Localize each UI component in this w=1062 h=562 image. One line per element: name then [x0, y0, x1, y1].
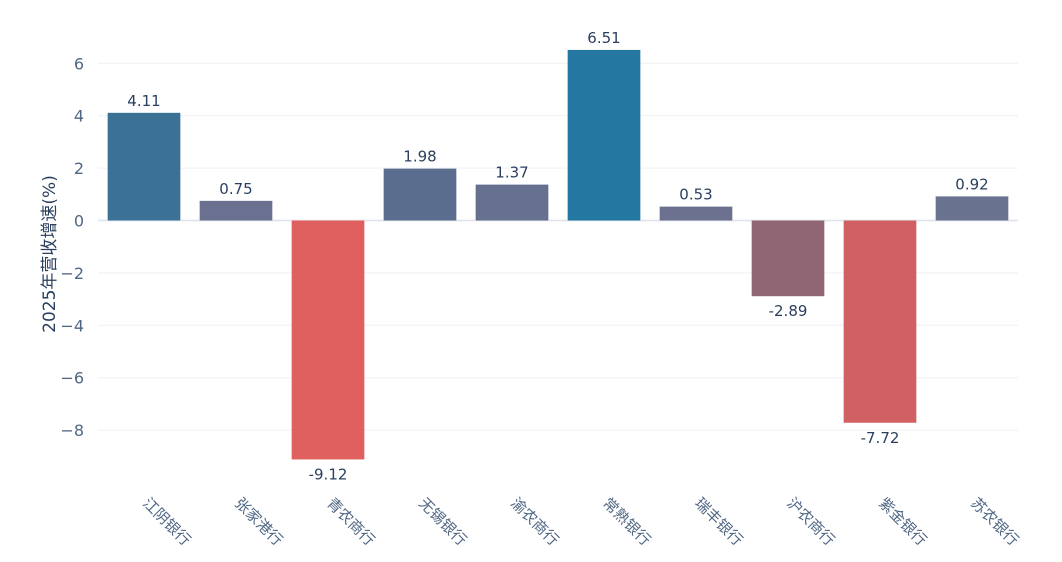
data-label: 1.98 — [403, 148, 436, 166]
bar-6[interactable] — [567, 49, 641, 221]
y-tick-label: −8 — [60, 421, 84, 440]
bar-7[interactable] — [659, 206, 733, 221]
y-tick-label: 0 — [74, 212, 84, 231]
data-label: 0.92 — [955, 175, 988, 193]
y-tick-label: 4 — [74, 107, 84, 126]
data-label: -7.72 — [861, 429, 900, 447]
x-category-label: 紫金银行 — [875, 494, 930, 549]
x-category-labels: 江阴银行 张家港行 青农商行 无锡银行 渝农商行 常熟银行 瑞丰银行 沪农商行 紫金银行 苏农银行 — [139, 494, 1022, 549]
data-label: 0.53 — [679, 186, 712, 204]
data-label: 4.11 — [127, 92, 160, 110]
data-label: 1.37 — [495, 164, 528, 182]
x-category-label: 江阴银行 — [139, 494, 194, 549]
data-label: 0.75 — [219, 180, 252, 198]
data-label: 6.51 — [587, 29, 620, 47]
bar-2[interactable] — [199, 200, 273, 221]
bar-3[interactable] — [291, 220, 365, 460]
x-category-label: 常熟银行 — [599, 494, 654, 549]
bar-8[interactable] — [751, 220, 825, 297]
x-category-label: 瑞丰银行 — [691, 494, 746, 549]
y-tick-label: 6 — [74, 54, 84, 73]
y-axis-title: 2025年营收增速(%) — [40, 175, 60, 333]
y-tick-label: −2 — [60, 264, 84, 283]
bar-1[interactable] — [107, 112, 181, 221]
data-label: -9.12 — [309, 465, 348, 483]
x-category-label: 青农商行 — [323, 494, 378, 549]
y-tick-label: 2 — [74, 159, 84, 178]
bar-9[interactable] — [843, 220, 917, 423]
bar-10[interactable] — [935, 196, 1009, 221]
bar-4[interactable] — [383, 168, 457, 221]
x-category-label: 渝农商行 — [507, 494, 562, 549]
bars — [107, 49, 1009, 460]
data-label: -2.89 — [769, 302, 808, 320]
y-tick-labels: 6 4 2 0 −2 −4 −6 −8 — [60, 54, 84, 440]
y-tick-label: −4 — [60, 316, 84, 335]
x-category-label: 张家港行 — [231, 494, 286, 549]
data-labels: 4.11 0.75 -9.12 1.98 1.37 6.51 0.53 -2.89 -7.72 0… — [127, 29, 988, 484]
bar-5[interactable] — [475, 184, 549, 221]
x-category-label: 无锡银行 — [415, 494, 470, 549]
y-tick-label: −6 — [60, 369, 84, 388]
x-category-label: 沪农商行 — [783, 494, 838, 549]
x-category-label: 苏农银行 — [967, 494, 1022, 549]
